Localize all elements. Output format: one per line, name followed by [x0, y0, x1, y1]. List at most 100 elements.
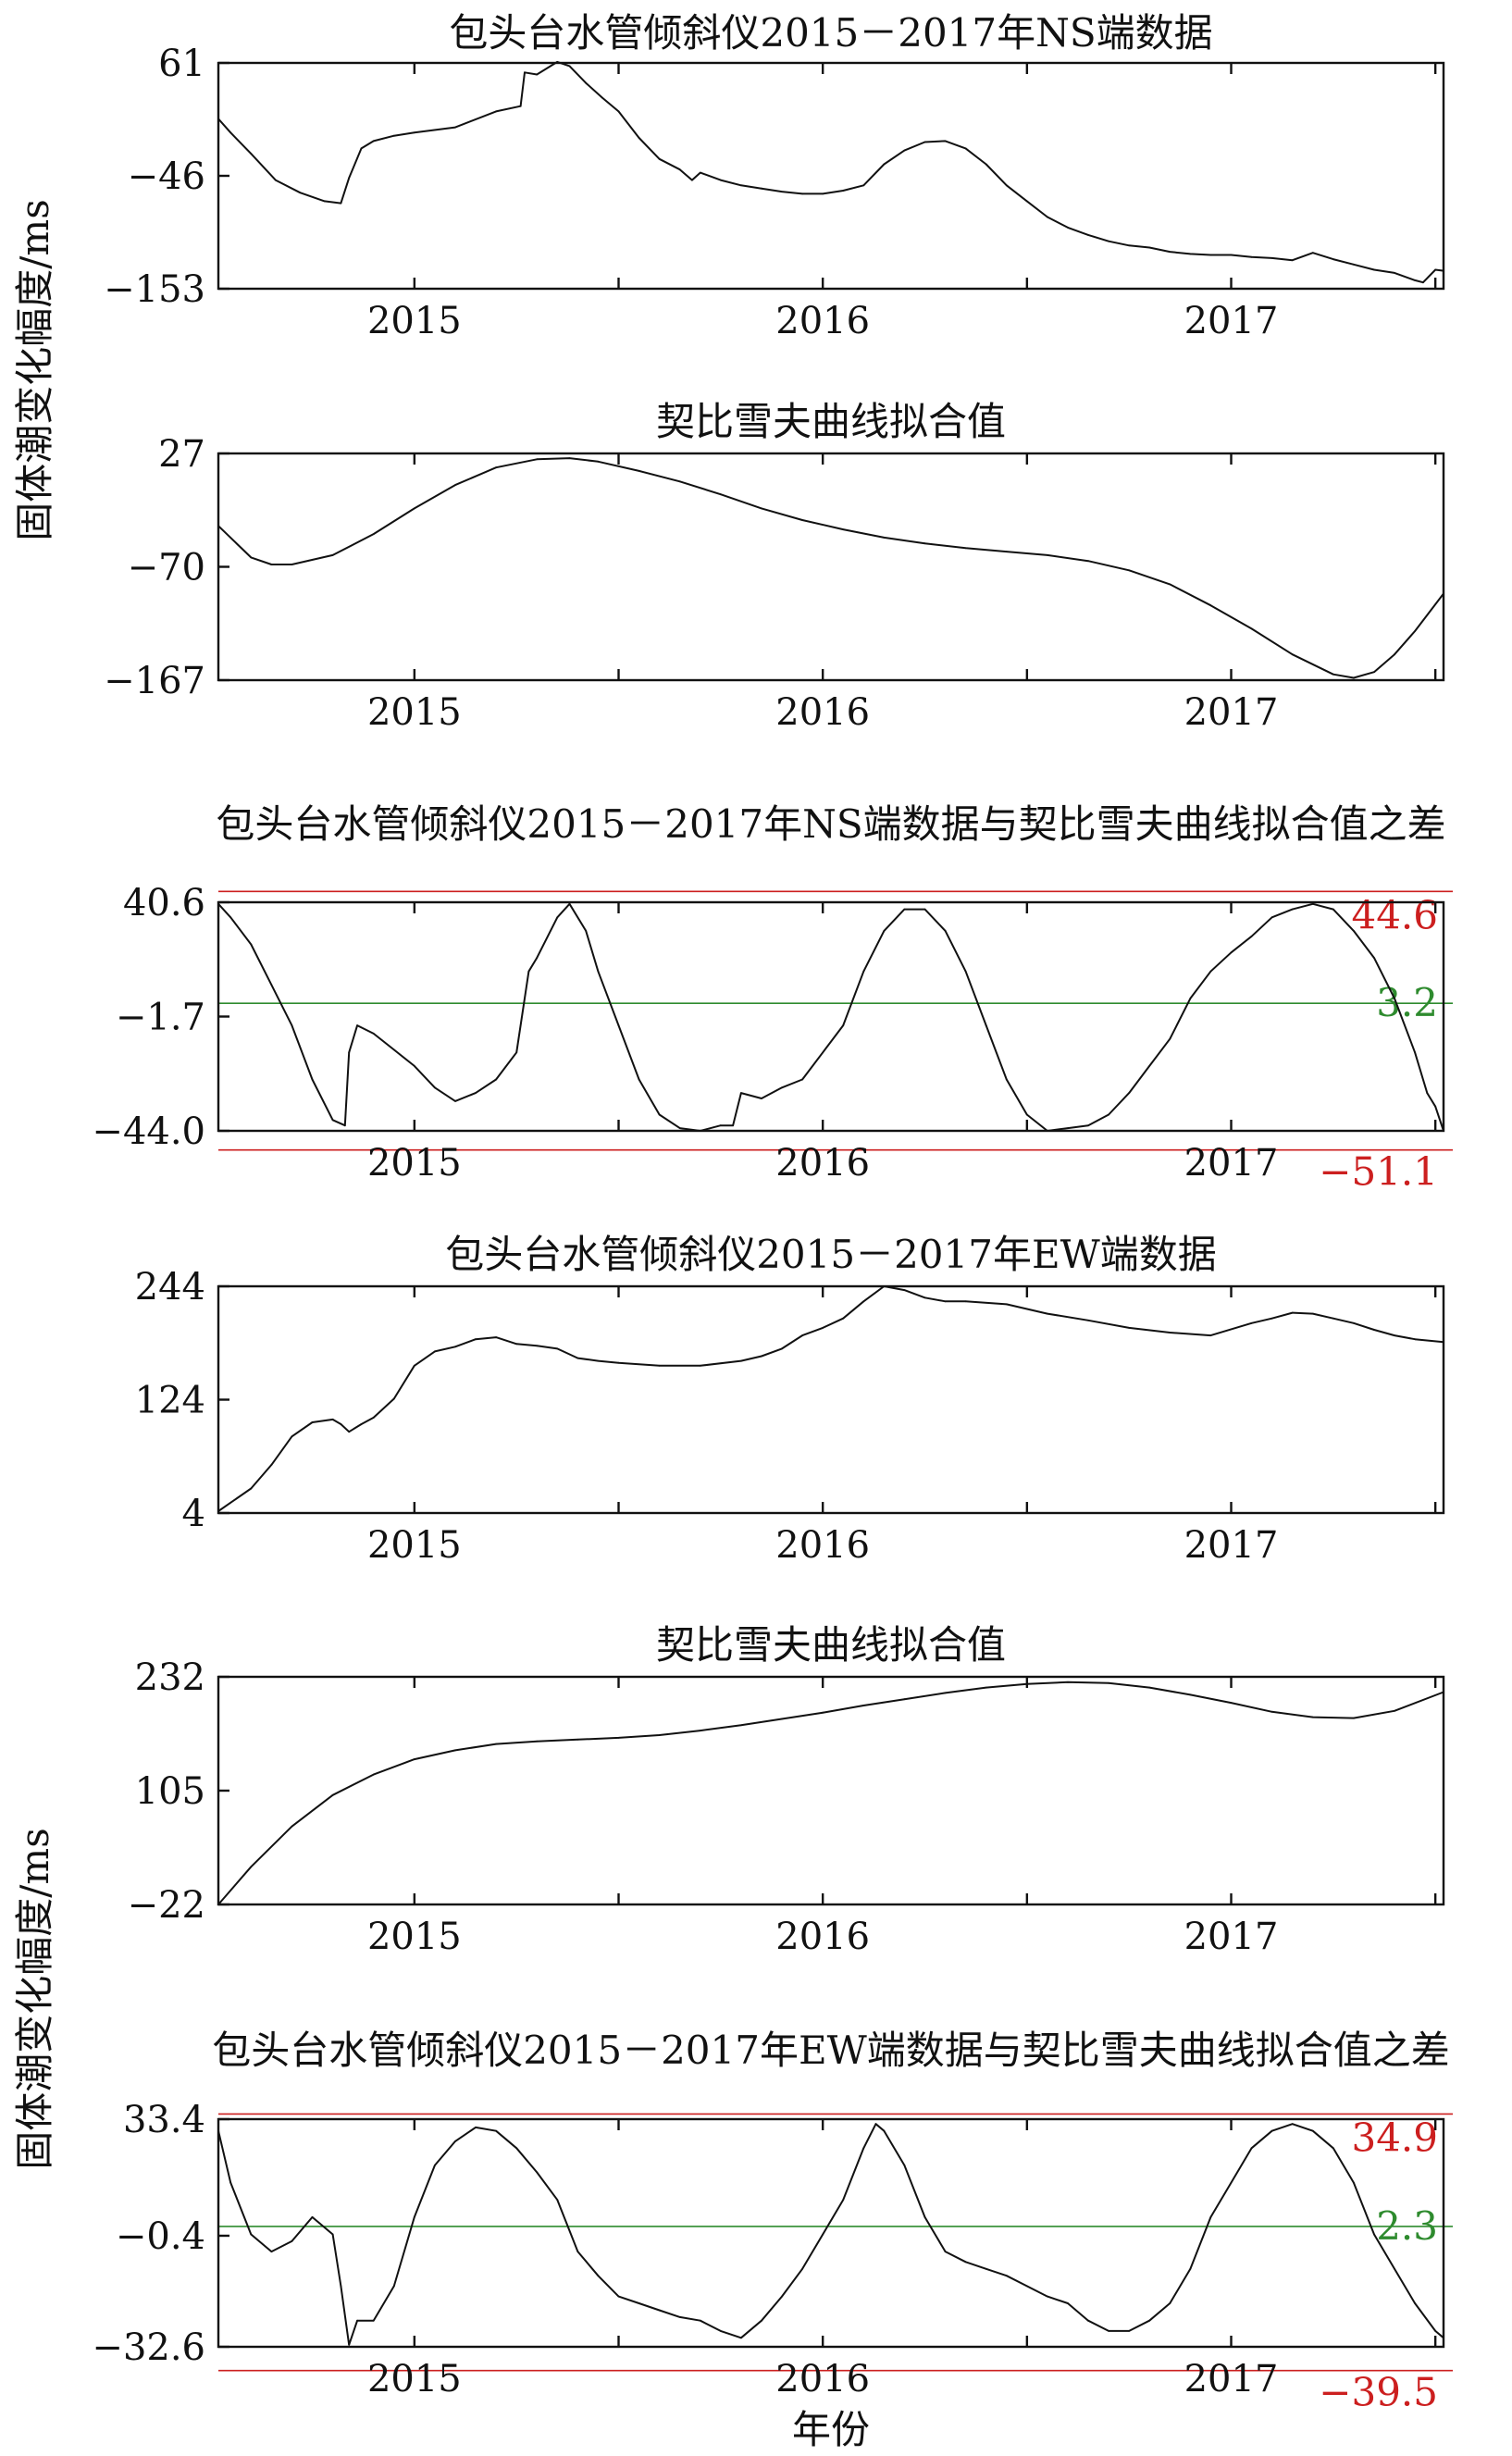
data-point: [475, 1092, 477, 1094]
data-point: [1394, 998, 1395, 999]
data-point: [719, 1124, 722, 1127]
y-tick-label: −167: [104, 660, 205, 702]
data-point: [585, 930, 588, 932]
data-point: [1067, 1127, 1069, 1129]
chart-panel-6: 包头台水管倾斜仪2015－2017年EW端数据与契比雪夫曲线拟合值之差 34.9 2…: [92, 2028, 1453, 2415]
data-point: [1067, 227, 1069, 229]
data-point: [842, 190, 845, 192]
series-line-1: [217, 1285, 1444, 1512]
data-point: [556, 61, 559, 63]
data-point: [434, 2165, 436, 2166]
chart-panel-4: 包头台水管倾斜仪2015－2017年EW端数据 2015 2016 2017 244 12…: [135, 1232, 1445, 1567]
plot-frame: [217, 2117, 1445, 2349]
data-point: [1005, 551, 1008, 552]
data-point: [1128, 1327, 1131, 1329]
y-tick-label: 40.6: [123, 882, 205, 924]
chart-panel-3: 包头台水管倾斜仪2015－2017年NS端数据与契比雪夫曲线拟合值之差 44.6 3…: [92, 801, 1453, 1195]
data-point: [1005, 1303, 1008, 1306]
data-point: [658, 1113, 661, 1116]
data-point: [413, 1065, 415, 1067]
data-point: [250, 153, 253, 155]
data-point: [1414, 1338, 1416, 1341]
data-point: [862, 2147, 865, 2150]
data-point: [270, 1464, 273, 1466]
data-point: [1373, 2233, 1375, 2236]
data-point: [883, 163, 886, 166]
data-point: [1047, 216, 1048, 218]
data-point: [434, 1350, 436, 1353]
data-point: [1414, 1051, 1416, 1054]
data-point: [1209, 970, 1212, 973]
data-point: [270, 2251, 273, 2253]
x-tick-label: 2015: [367, 1916, 462, 1958]
data-point: [862, 970, 865, 973]
data-point: [1169, 251, 1171, 253]
data-point: [454, 2140, 456, 2142]
data-point: [740, 1092, 742, 1094]
data-point: [1394, 653, 1395, 656]
data-point: [311, 1421, 314, 1423]
data-point: [740, 184, 742, 187]
data-point: [1189, 2267, 1192, 2270]
data-point: [348, 177, 351, 180]
data-point: [372, 533, 375, 535]
data-point: [781, 1347, 783, 1350]
data-point: [1047, 1312, 1048, 1315]
data-point: [556, 1347, 559, 1350]
data-point: [903, 2165, 906, 2166]
data-point: [699, 1130, 701, 1132]
data-point: [1434, 2330, 1437, 2332]
data-point: [761, 2319, 762, 2322]
data-point: [1128, 569, 1131, 572]
data-point: [1394, 2267, 1395, 2270]
data-point: [576, 1738, 579, 1741]
data-point: [360, 1423, 363, 1425]
data-point: [1025, 1682, 1028, 1685]
data-point: [883, 2129, 886, 2132]
plot-frame: [217, 452, 1445, 682]
data-point: [1189, 253, 1192, 255]
data-point: [229, 1501, 232, 1504]
data-point: [536, 957, 539, 959]
data-point: [250, 943, 253, 946]
x-tick-label: 2015: [367, 300, 462, 342]
data-point: [944, 930, 947, 932]
x-tick-label: 2015: [367, 1142, 462, 1185]
data-point: [597, 1359, 600, 1362]
data-point: [348, 2343, 351, 2346]
data-point: [1270, 257, 1273, 259]
y-tick-label: −70: [128, 547, 205, 589]
data-point: [1025, 2285, 1028, 2288]
data-point: [372, 1417, 375, 1419]
data-point: [740, 1724, 742, 1727]
x-tick-label: 2017: [1184, 1524, 1279, 1567]
x-tick-label: 2016: [775, 1524, 870, 1567]
data-point: [556, 2199, 559, 2202]
data-point: [217, 902, 219, 905]
data-point: [1005, 1078, 1008, 1081]
data-point: [568, 65, 571, 68]
data-point: [372, 2319, 375, 2322]
data-point: [392, 1048, 395, 1051]
y-tick-label: −0.4: [116, 2215, 205, 2258]
data-point: [1353, 676, 1355, 679]
y-axis-label-lower: 固体潮变化幅度/ms: [12, 1828, 57, 2170]
data-point: [331, 1419, 334, 1420]
data-point: [1025, 1113, 1028, 1116]
data-point: [1291, 1311, 1294, 1314]
data-point: [1169, 2302, 1171, 2304]
x-tick-label: 2015: [367, 1524, 462, 1567]
data-point: [413, 1364, 415, 1367]
data-point: [372, 1033, 375, 1035]
data-point: [1434, 1105, 1437, 1108]
data-point: [331, 554, 334, 556]
data-point: [515, 1343, 518, 1346]
data-point: [568, 902, 571, 905]
data-point: [1443, 592, 1444, 595]
data-point: [576, 1357, 579, 1359]
data-point: [372, 1773, 375, 1776]
data-point: [1230, 254, 1233, 256]
data-point: [1311, 1312, 1314, 1315]
data-point: [291, 1825, 293, 1828]
x-tick-label: 2017: [1184, 691, 1279, 734]
